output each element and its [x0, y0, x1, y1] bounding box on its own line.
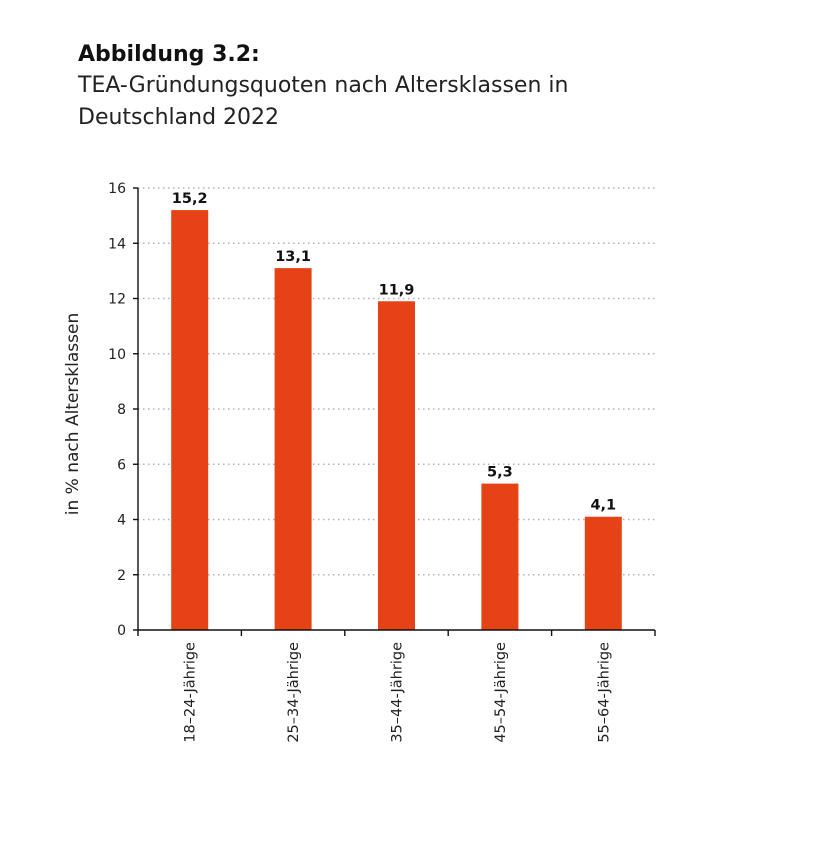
labels: 15,2 13,1 11,9 5,3 4,1 0 2 4 6 8 10 12 14 16 18–24-Jäh… — [108, 181, 616, 743]
grid-lines — [138, 187, 655, 576]
figure-heading: Abbildung 3.2: TEA-Gründungsquoten nach … — [78, 40, 778, 134]
bar — [378, 301, 415, 630]
y-tick-label: 2 — [117, 568, 126, 584]
y-tick-label: 16 — [108, 181, 126, 197]
y-tick-label: 0 — [117, 623, 126, 639]
axes — [133, 187, 656, 636]
x-category-label: 25–34-Jährige — [286, 642, 302, 743]
value-label: 15,2 — [172, 191, 208, 207]
y-tick-label: 10 — [108, 347, 126, 363]
x-category-label: 35–44-Jährige — [390, 642, 406, 743]
value-label: 11,9 — [379, 282, 415, 298]
value-label: 13,1 — [275, 249, 311, 265]
x-category-label: 18–24-Jährige — [183, 642, 199, 743]
bar — [171, 210, 209, 630]
bar — [584, 516, 622, 630]
figure-label: Abbildung 3.2: — [78, 42, 260, 67]
y-tick-label: 4 — [117, 513, 126, 529]
y-tick-label: 6 — [117, 457, 126, 473]
x-category-label: 55–64-Jährige — [596, 642, 612, 743]
figure-title: TEA-Gründungsquoten nach Altersklassen i… — [78, 73, 569, 130]
bars — [171, 210, 622, 630]
bar — [274, 268, 312, 630]
bar — [481, 483, 519, 630]
y-tick-label: 14 — [108, 236, 126, 252]
value-label: 5,3 — [487, 465, 513, 481]
y-axis-title: in % nach Altersklassen — [63, 313, 83, 515]
value-label: 4,1 — [590, 498, 616, 514]
x-category-label: 45–54-Jährige — [493, 642, 509, 743]
y-tick-label: 12 — [108, 292, 126, 308]
y-tick-label: 8 — [117, 402, 126, 418]
